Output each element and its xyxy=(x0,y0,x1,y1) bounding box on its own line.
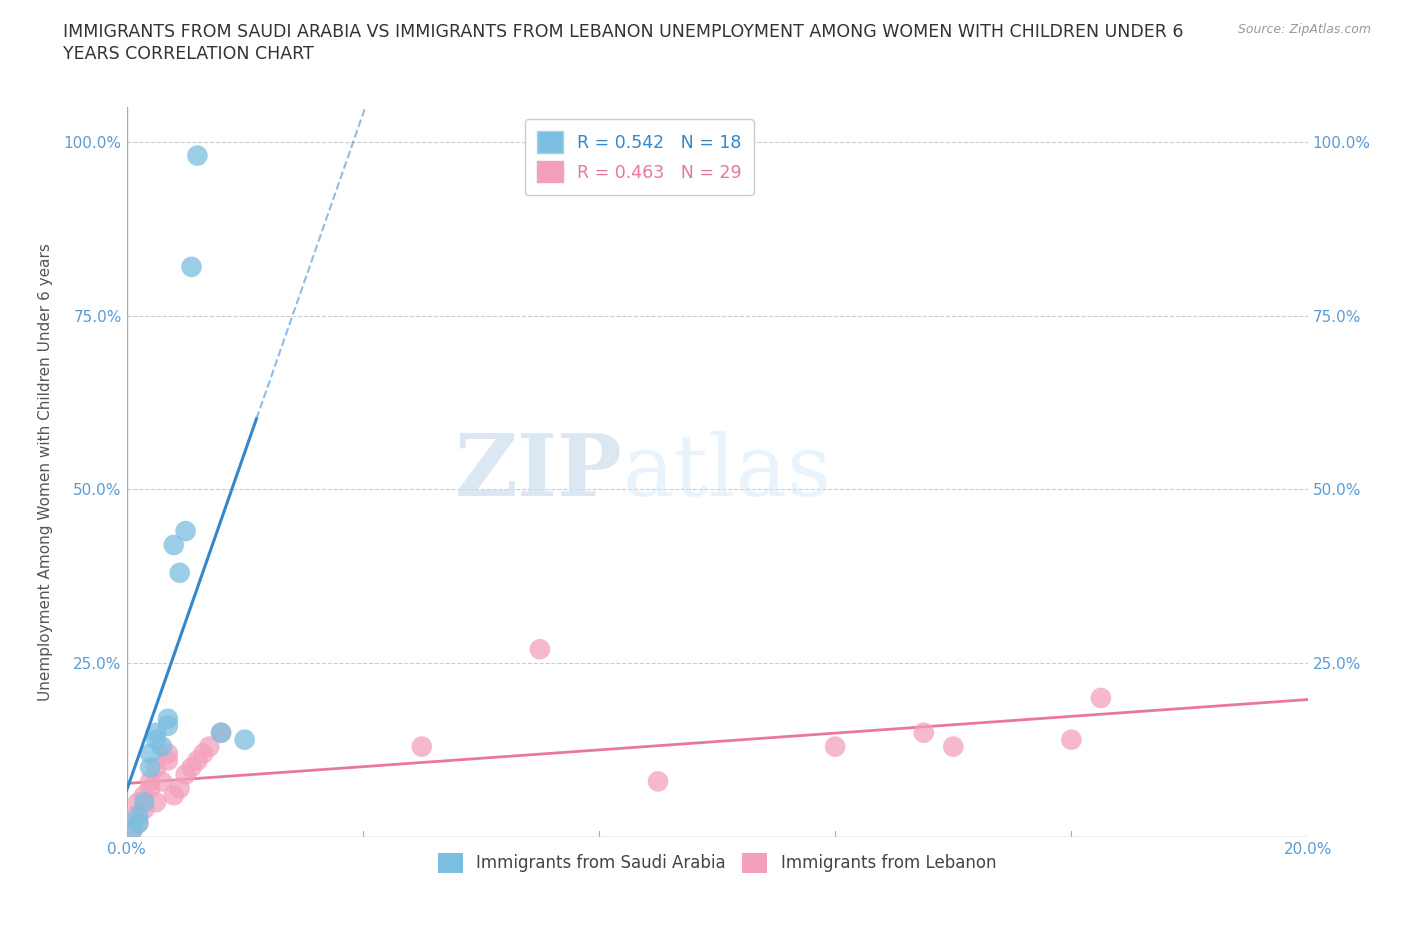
Point xyxy=(156,711,179,726)
Point xyxy=(647,774,669,789)
Text: YEARS CORRELATION CHART: YEARS CORRELATION CHART xyxy=(63,45,314,62)
Legend: Immigrants from Saudi Arabia, Immigrants from Lebanon: Immigrants from Saudi Arabia, Immigrants… xyxy=(432,846,1002,880)
Point xyxy=(127,816,149,830)
Point xyxy=(198,739,221,754)
Point xyxy=(121,823,143,838)
Point xyxy=(209,725,232,740)
Point xyxy=(169,781,191,796)
Point xyxy=(139,760,162,775)
Point xyxy=(134,795,156,810)
Point xyxy=(169,565,191,580)
Y-axis label: Unemployment Among Women with Children Under 6 years: Unemployment Among Women with Children U… xyxy=(38,243,52,701)
Point xyxy=(145,760,167,775)
Point xyxy=(912,725,935,740)
Point xyxy=(127,809,149,824)
Point xyxy=(163,788,186,803)
Point xyxy=(127,816,149,830)
Point xyxy=(145,725,167,740)
Text: Source: ZipAtlas.com: Source: ZipAtlas.com xyxy=(1237,23,1371,36)
Point xyxy=(186,753,208,768)
Point xyxy=(193,746,215,761)
Point xyxy=(121,809,143,824)
Point xyxy=(121,823,143,838)
Point xyxy=(145,732,167,747)
Point xyxy=(150,774,173,789)
Point xyxy=(139,774,162,789)
Point xyxy=(411,739,433,754)
Point xyxy=(209,725,232,740)
Point xyxy=(156,718,179,733)
Point xyxy=(186,148,208,163)
Point xyxy=(824,739,846,754)
Point xyxy=(529,642,551,657)
Text: atlas: atlas xyxy=(623,431,832,513)
Point xyxy=(942,739,965,754)
Point xyxy=(174,524,197,538)
Text: IMMIGRANTS FROM SAUDI ARABIA VS IMMIGRANTS FROM LEBANON UNEMPLOYMENT AMONG WOMEN: IMMIGRANTS FROM SAUDI ARABIA VS IMMIGRAN… xyxy=(63,23,1184,41)
Point xyxy=(180,760,202,775)
Point xyxy=(150,739,173,754)
Point xyxy=(134,788,156,803)
Point xyxy=(156,746,179,761)
Point xyxy=(145,795,167,810)
Point xyxy=(233,732,256,747)
Point xyxy=(139,781,162,796)
Point xyxy=(127,795,149,810)
Point xyxy=(180,259,202,274)
Point xyxy=(139,746,162,761)
Point xyxy=(1060,732,1083,747)
Point xyxy=(1090,690,1112,705)
Point xyxy=(134,802,156,817)
Point xyxy=(156,753,179,768)
Point xyxy=(163,538,186,552)
Point xyxy=(174,767,197,782)
Text: ZIP: ZIP xyxy=(454,430,623,514)
